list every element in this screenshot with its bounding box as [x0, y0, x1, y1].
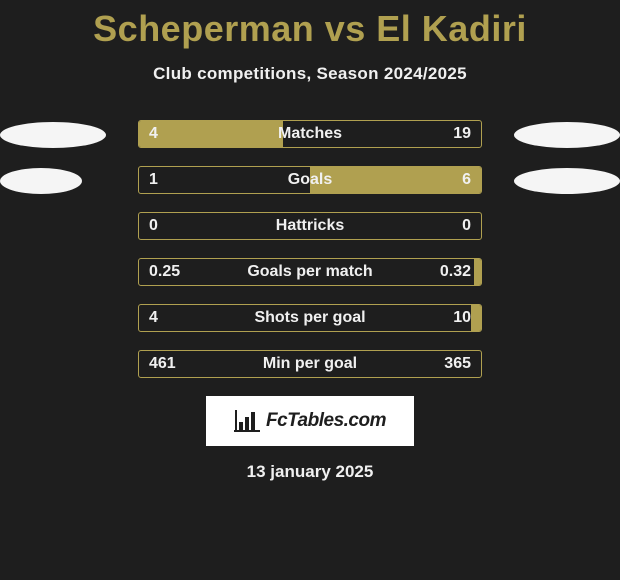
comparison-subtitle: Club competitions, Season 2024/2025 — [0, 64, 620, 84]
stat-label: Goals per match — [247, 263, 372, 281]
stat-label: Goals — [288, 171, 332, 189]
stat-value-left: 461 — [149, 355, 176, 373]
pictogram-right — [514, 168, 620, 194]
stat-value-left: 4 — [149, 125, 158, 143]
stat-row: 1 Goals 6 — [0, 166, 620, 196]
logo-text: FcTables.com — [266, 410, 386, 432]
comparison-title: Scheperman vs El Kadiri — [0, 0, 620, 50]
pictogram-right — [514, 122, 620, 148]
stat-value-right: 0.32 — [440, 263, 471, 281]
bar-fill-left — [139, 121, 283, 147]
stat-value-right: 0 — [462, 217, 471, 235]
stat-bar: 4 Shots per goal 10 — [138, 304, 482, 332]
stat-label: Shots per goal — [254, 309, 365, 327]
stat-value-right: 10 — [453, 309, 471, 327]
stat-bar: 0.25 Goals per match 0.32 — [138, 258, 482, 286]
bar-fill-right — [474, 259, 481, 285]
stat-value-left: 0.25 — [149, 263, 180, 281]
stat-label: Matches — [278, 125, 342, 143]
stat-label: Min per goal — [263, 355, 357, 373]
stat-value-right: 19 — [453, 125, 471, 143]
stat-value-right: 6 — [462, 171, 471, 189]
report-date: 13 january 2025 — [0, 462, 620, 482]
bar-chart-icon — [234, 410, 260, 432]
comparison-chart: 4 Matches 19 1 Goals 6 0 Hattricks 0 0.25 Goals pe… — [0, 120, 620, 380]
stat-row: 461 Min per goal 365 — [0, 350, 620, 380]
stat-value-right: 365 — [444, 355, 471, 373]
stat-value-left: 4 — [149, 309, 158, 327]
stat-value-left: 1 — [149, 171, 158, 189]
pictogram-left — [0, 122, 106, 148]
site-logo: FcTables.com — [206, 396, 414, 446]
stat-label: Hattricks — [276, 217, 344, 235]
bar-fill-right — [471, 305, 481, 331]
stat-bar: 1 Goals 6 — [138, 166, 482, 194]
stat-bar: 0 Hattricks 0 — [138, 212, 482, 240]
stat-value-left: 0 — [149, 217, 158, 235]
bar-fill-right — [310, 167, 481, 193]
stat-row: 0.25 Goals per match 0.32 — [0, 258, 620, 288]
stat-bar: 461 Min per goal 365 — [138, 350, 482, 378]
stat-row: 4 Shots per goal 10 — [0, 304, 620, 334]
stat-row: 4 Matches 19 — [0, 120, 620, 150]
pictogram-left — [0, 168, 82, 194]
stat-row: 0 Hattricks 0 — [0, 212, 620, 242]
stat-bar: 4 Matches 19 — [138, 120, 482, 148]
